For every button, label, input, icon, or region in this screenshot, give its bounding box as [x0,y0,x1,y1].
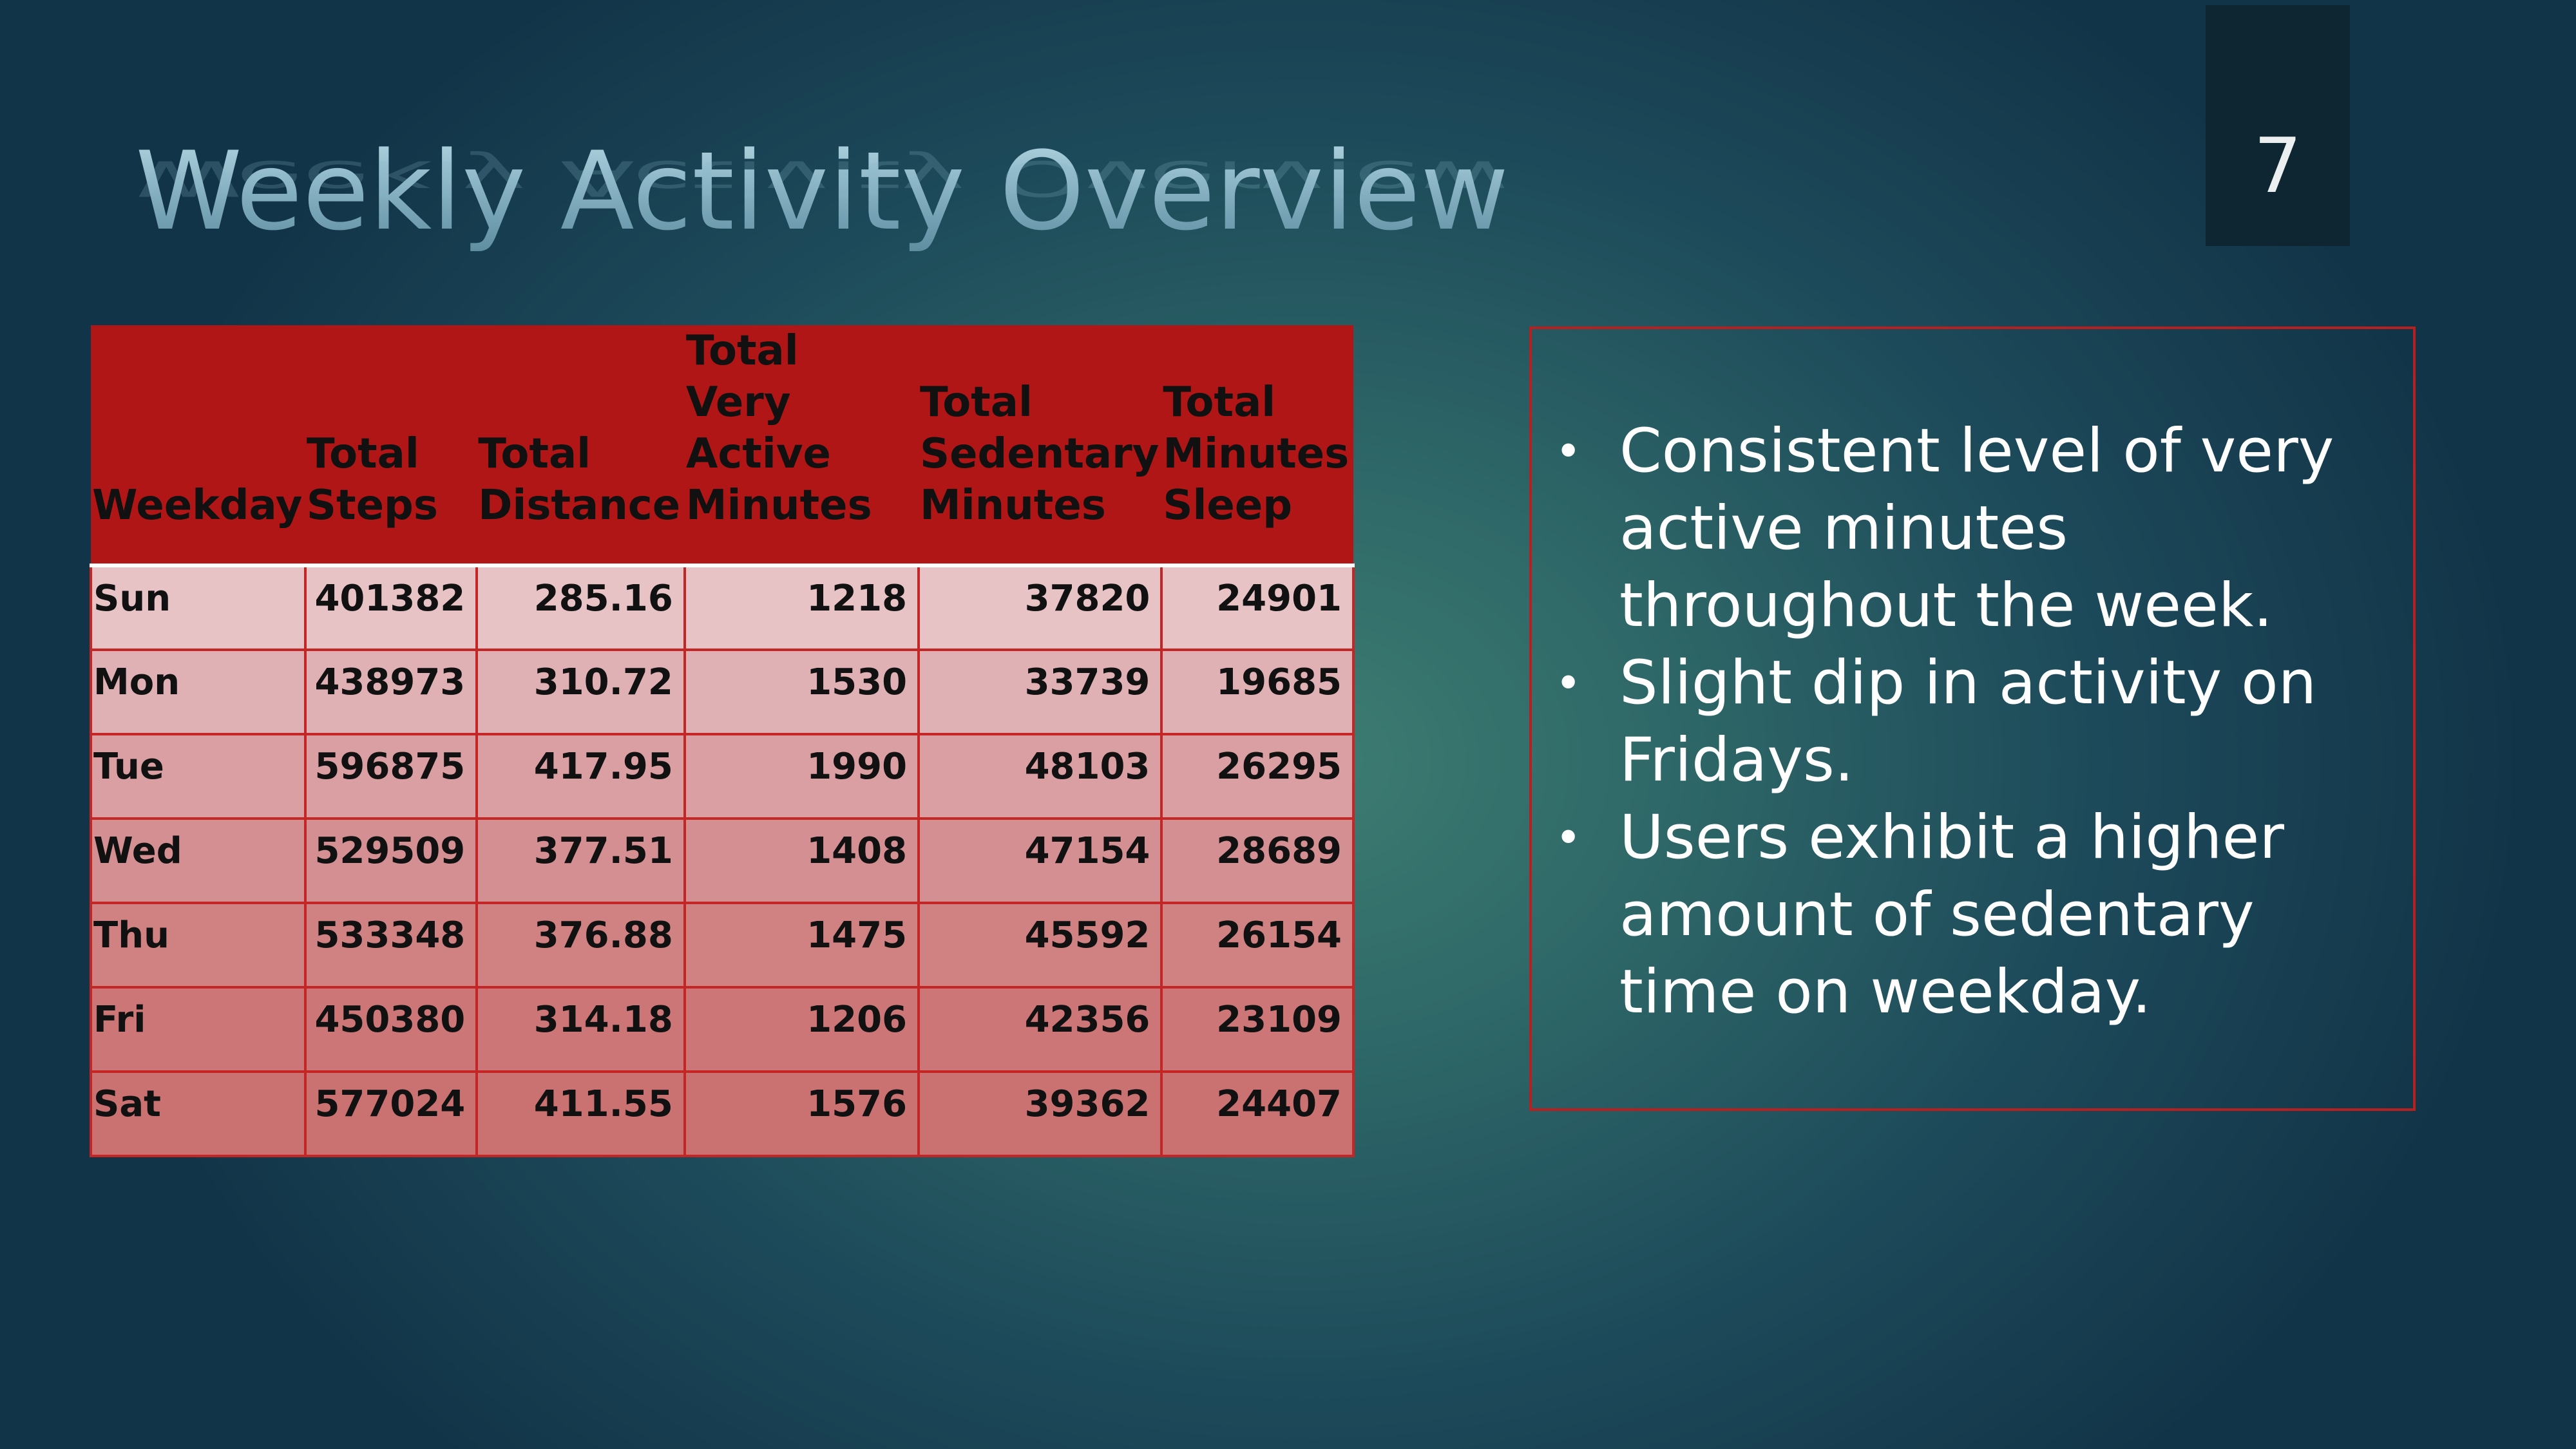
cell-total-distance: 377.51 [475,817,686,904]
cell-minutes-sleep: 26154 [1160,902,1355,989]
cell-minutes-sleep: 19685 [1160,649,1355,735]
cell-very-active-minutes: 1408 [683,817,921,904]
cell-very-active-minutes: 1475 [683,902,921,989]
column-header-very-active-minutes: Total Very Active Minutes [684,325,919,567]
insight-item: • Users exhibit a higher amount of seden… [1555,799,2374,1031]
bullet-icon: • [1555,425,1582,478]
column-header-minutes-sleep: Total Minutes Sleep [1161,325,1353,567]
cell-weekday: Sat [90,1070,307,1157]
cell-sedentary-minutes: 39362 [917,1070,1163,1157]
cell-weekday: Fri [90,986,307,1073]
cell-total-steps: 529509 [303,817,479,904]
cell-minutes-sleep: 24407 [1160,1070,1355,1157]
cell-weekday: Tue [90,733,307,820]
insight-item: • Consistent level of very active minute… [1555,413,2374,645]
cell-total-distance: 310.72 [475,649,686,735]
cell-minutes-sleep: 23109 [1160,986,1355,1073]
cell-total-steps: 438973 [303,649,479,735]
insight-text: Slight dip in activity on Fridays. [1619,648,2317,795]
bullet-icon: • [1555,811,1582,864]
cell-total-distance: 411.55 [475,1070,686,1157]
cell-very-active-minutes: 1206 [683,986,921,1073]
cell-total-steps: 596875 [303,733,479,820]
cell-total-steps: 533348 [303,902,479,989]
cell-very-active-minutes: 1576 [683,1070,921,1157]
insights-list: • Consistent level of very active minute… [1555,413,2374,1031]
table-row: Fri 450380 314.18 1206 42356 23109 [90,986,1355,1073]
table-header-row: Weekday Total Steps Total Distance Total… [91,325,1353,567]
cell-sedentary-minutes: 48103 [917,733,1163,820]
cell-minutes-sleep: 28689 [1160,817,1355,904]
cell-sedentary-minutes: 42356 [917,986,1163,1073]
cell-total-steps: 401382 [303,564,479,651]
insights-text-box: • Consistent level of very active minute… [1529,327,2416,1111]
insight-text: Consistent level of very active minutes … [1619,416,2334,641]
insight-text: Users exhibit a higher amount of sedenta… [1619,802,2285,1027]
table-row: Tue 596875 417.95 1990 48103 26295 [90,733,1355,820]
cell-very-active-minutes: 1990 [683,733,921,820]
weekly-activity-table: Weekday Total Steps Total Distance Total… [90,325,1355,1157]
bullet-icon: • [1555,657,1582,710]
column-header-sedentary-minutes: Total Sedentary Minutes [919,325,1162,567]
table-row: Sun 401382 285.16 1218 37820 24901 [90,564,1355,651]
cell-sedentary-minutes: 45592 [917,902,1163,989]
cell-total-distance: 285.16 [475,564,686,651]
slide-number: 7 [2253,121,2302,210]
cell-minutes-sleep: 26295 [1160,733,1355,820]
column-header-weekday: Weekday [91,325,305,567]
insight-item: • Slight dip in activity on Fridays. [1555,645,2374,799]
cell-weekday: Sun [90,564,307,651]
cell-total-distance: 314.18 [475,986,686,1073]
cell-very-active-minutes: 1218 [683,564,921,651]
table-row: Thu 533348 376.88 1475 45592 26154 [90,902,1355,989]
column-header-total-steps: Total Steps [305,325,477,567]
cell-sedentary-minutes: 37820 [917,564,1163,651]
cell-sedentary-minutes: 33739 [917,649,1163,735]
cell-very-active-minutes: 1530 [683,649,921,735]
cell-total-distance: 376.88 [475,902,686,989]
cell-weekday: Wed [90,817,307,904]
table-row: Sat 577024 411.55 1576 39362 24407 [90,1070,1355,1157]
cell-total-steps: 450380 [303,986,479,1073]
cell-total-distance: 417.95 [475,733,686,820]
table-row: Wed 529509 377.51 1408 47154 28689 [90,817,1355,904]
cell-weekday: Thu [90,902,307,989]
slide-number-box: 7 [2206,5,2350,246]
cell-minutes-sleep: 24901 [1160,564,1355,651]
slide-title: Weekly Activity Overview [135,128,1509,254]
cell-sedentary-minutes: 47154 [917,817,1163,904]
cell-weekday: Mon [90,649,307,735]
cell-total-steps: 577024 [303,1070,479,1157]
column-header-total-distance: Total Distance [477,325,685,567]
table-row: Mon 438973 310.72 1530 33739 19685 [90,649,1355,735]
